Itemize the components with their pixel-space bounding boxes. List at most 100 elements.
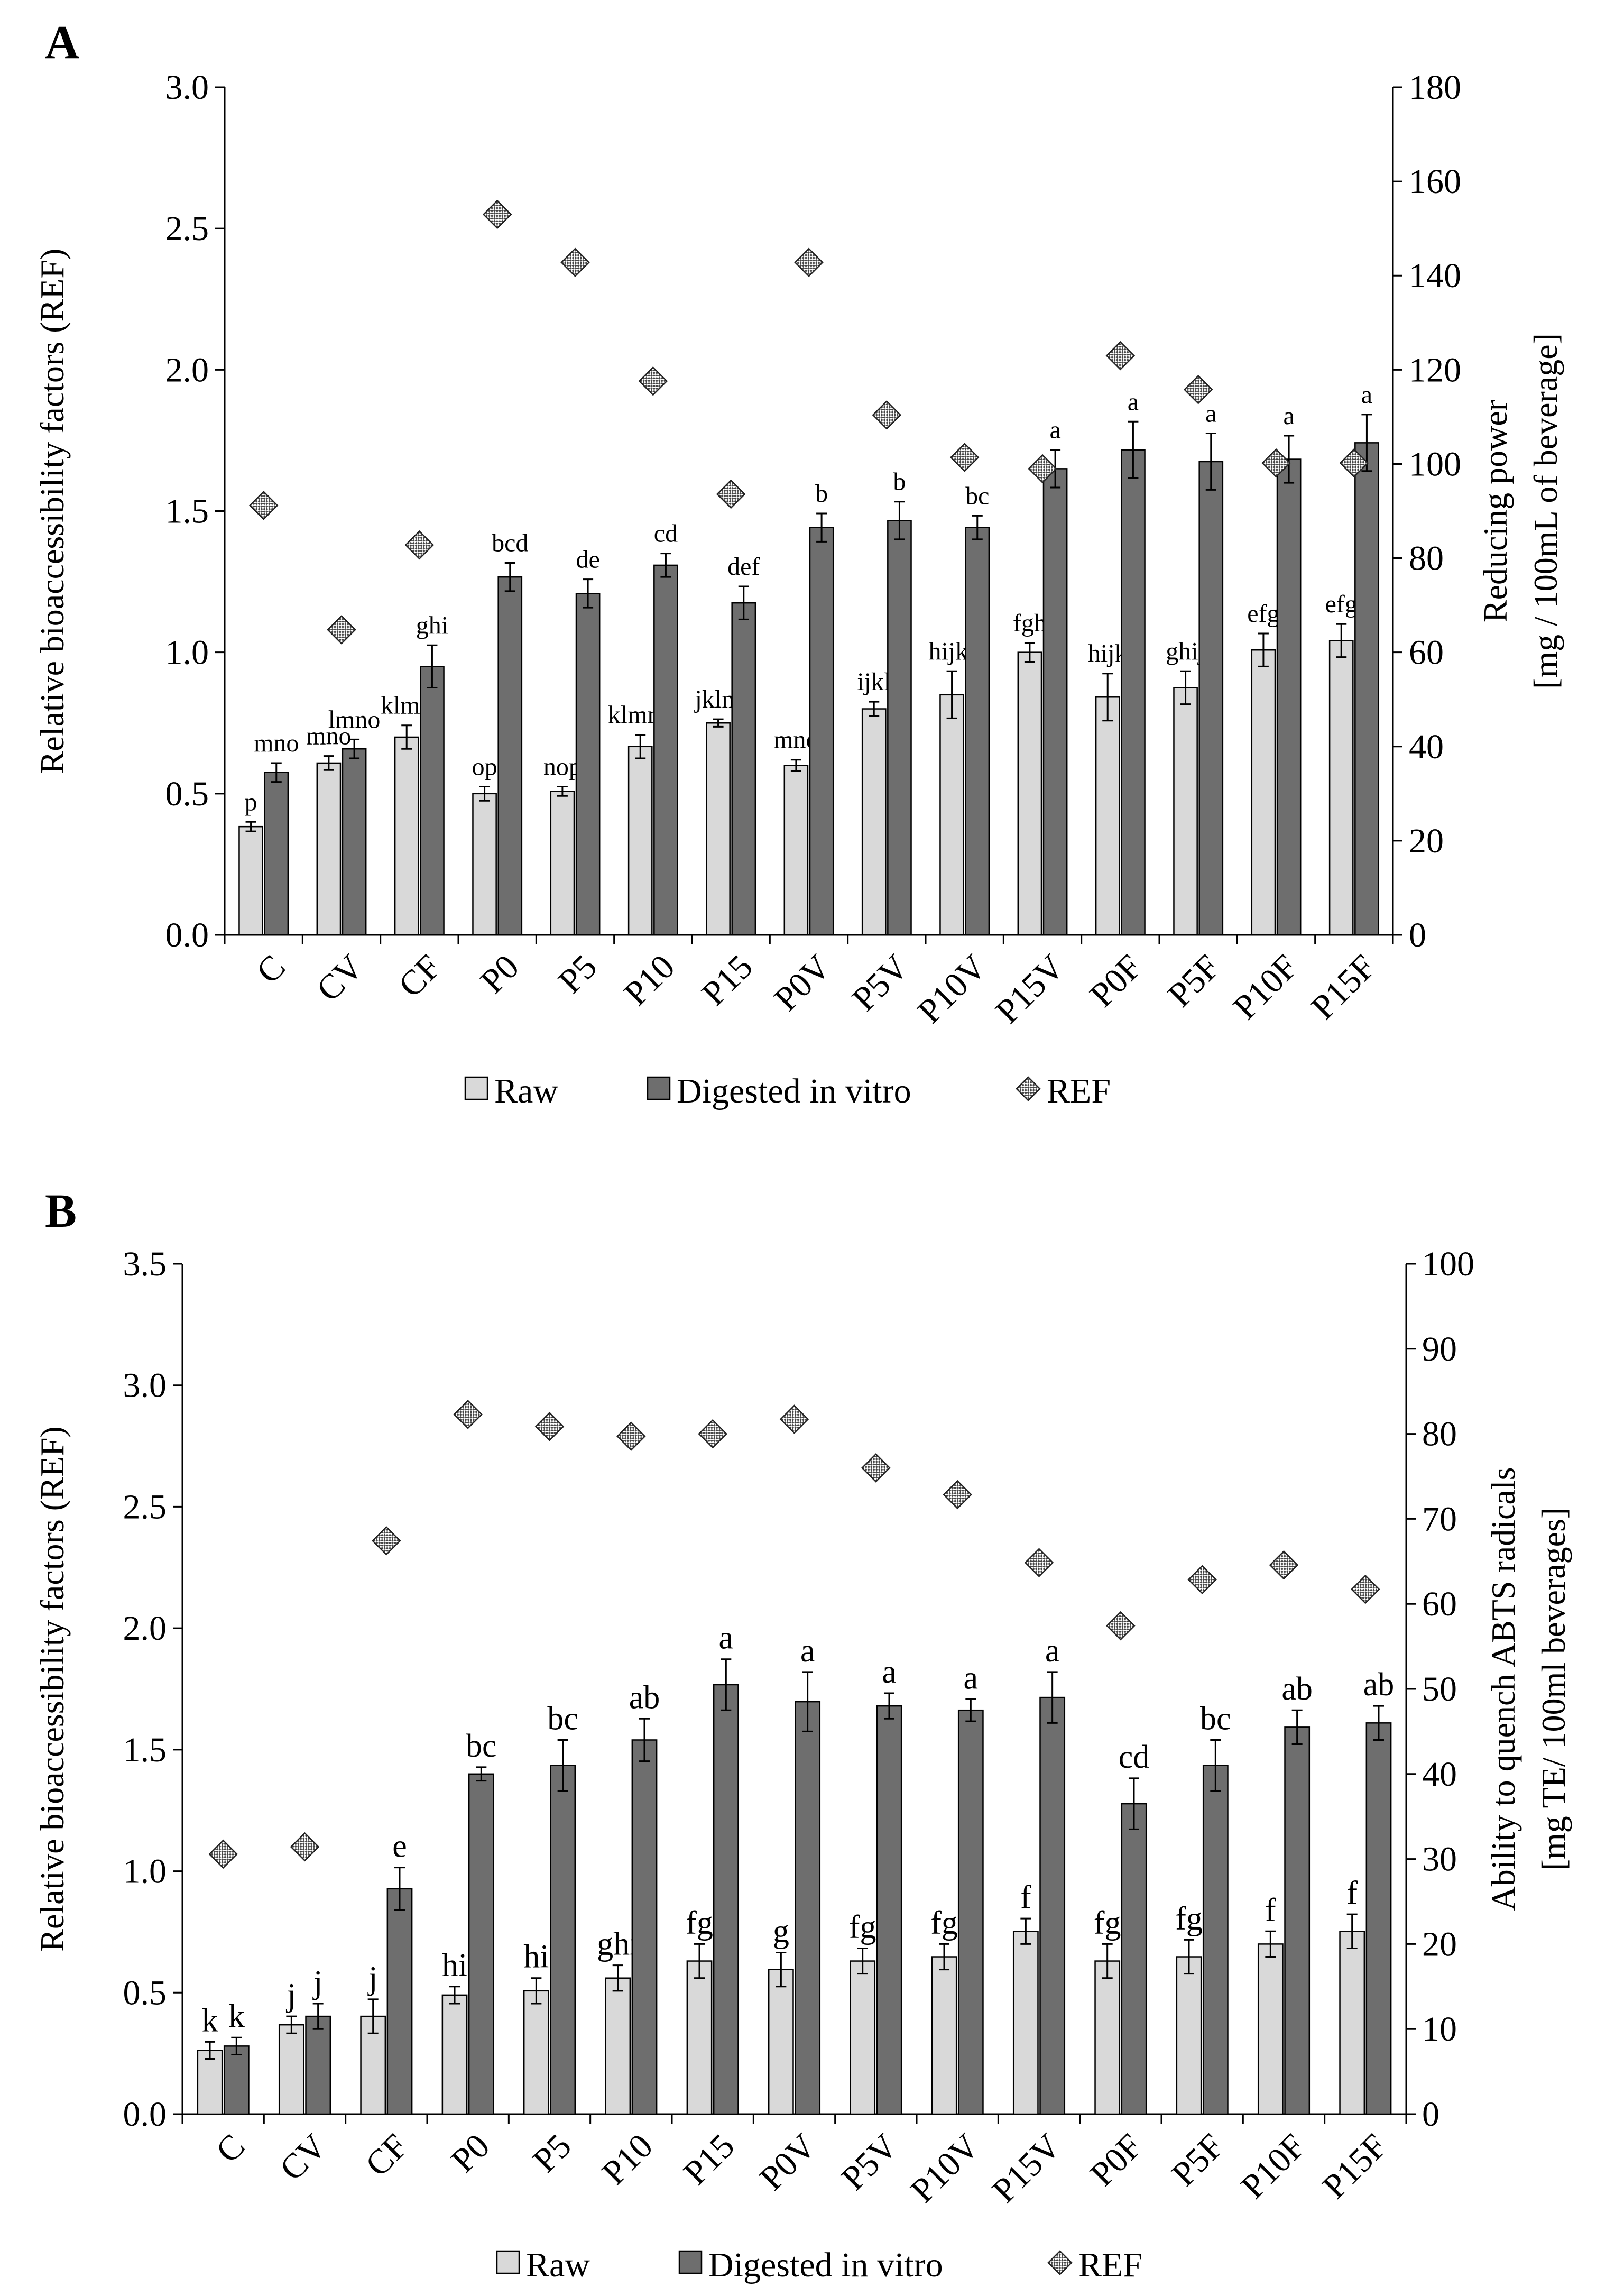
legend-label-digested: Digested in vitro [708,2246,943,2284]
error-bar-digested [965,1698,976,1722]
error-bar-raw [939,1943,950,1971]
ref-marker [943,1480,972,1510]
ref-marker [1024,1548,1054,1577]
bar-raw [1257,1943,1284,2115]
error-bar-raw [479,785,490,802]
data-label-raw: fg [1094,1905,1121,1941]
left-tick-label: 0.5 [165,775,209,813]
bar-raw [1094,1960,1121,2115]
ref-marker [453,1400,483,1429]
legend-swatch-raw [496,2250,520,2274]
data-label-digested: a [719,1620,734,1656]
bar-digested [223,2045,250,2115]
bar-raw [939,694,964,936]
error-bar-digested [802,1671,813,1732]
x-tick-label: P0V [752,2127,824,2198]
data-label-digested: cd [1119,1739,1150,1775]
left-tick-label: 2.0 [123,1609,167,1648]
error-bar-digested [427,644,438,688]
legend-swatch-digested [647,1076,671,1100]
bar-raw [316,762,342,936]
bar-raw [278,2024,304,2115]
ref-marker [372,1526,401,1556]
bar-raw [523,1990,549,2115]
data-label-digested: e [392,1829,407,1865]
ref-marker [1105,341,1136,371]
error-bar-digested [721,1658,732,1711]
error-bar-raw [1024,642,1035,663]
error-bar-digested [1210,1739,1221,1792]
x-tick-label: P5 [551,948,604,1001]
bar-digested [305,2015,331,2115]
error-bar-digested [1373,1705,1384,1741]
data-label-digested: ab [1281,1671,1313,1707]
data-label-raw: ijkl [857,668,891,696]
bar-raw [1251,649,1276,936]
x-tick-label: CF [358,2127,416,2184]
x-tick-label: P0F [1083,948,1150,1015]
data-label-digested: a [1128,388,1139,416]
legend-swatch-ref [1016,1076,1041,1101]
right-tick-label: 60 [1422,1585,1457,1623]
ref-marker [861,1453,891,1483]
bar-raw [706,722,731,936]
error-bar-raw [1020,1917,1031,1945]
data-label-raw: fgh [1013,609,1047,637]
panel-a-chart: A 0.0 0.5 1.0 1.5 2.0 2.5 3.0 0 20 40 60 80 100 120 140… [33,16,1564,1110]
ref-marker [1187,1565,1217,1595]
error-bar-digested [476,1766,487,1782]
bar-digested [1276,458,1302,936]
bar-raw [1012,1931,1039,2115]
data-label-digested: bcd [492,529,528,557]
bar-raw [1328,640,1354,936]
data-label-digested: a [964,1660,979,1696]
ref-marker [404,530,435,560]
error-bar-raw [367,1998,379,2034]
right-axis-title: [mg / 100mL of beverage] [1527,333,1564,689]
data-label-digested: bc [466,1728,497,1764]
right-tick-label: 90 [1422,1330,1457,1369]
bar-digested [1284,1726,1311,2115]
right-tick-label: 80 [1422,1415,1457,1454]
bar-raw [550,791,575,936]
right-tick-label: 60 [1409,633,1444,672]
bar-raw [768,1969,794,2115]
bar-digested [631,1739,658,2115]
data-label-digested: a [1045,1633,1060,1669]
data-label-raw: fg [849,1909,876,1945]
bar-digested [1354,442,1379,936]
bar-digested [420,666,445,936]
ref-marker [794,247,824,278]
ref-marker [1183,374,1213,405]
bar-digested [887,520,912,936]
error-bar-raw [205,2041,216,2060]
x-tick-label: P10 [616,948,682,1013]
right-tick-label: 70 [1422,1500,1457,1538]
data-label-digested: mno [254,729,299,757]
right-tick-label: 0 [1409,916,1426,954]
error-bar-raw [790,759,801,772]
ref-marker [482,199,512,229]
bar-digested [1198,461,1224,936]
data-label-digested: b [815,480,828,508]
left-tick-label: 2.0 [165,351,209,389]
data-label-digested: ab [629,1679,660,1715]
error-bar-digested [1047,1671,1058,1724]
bar-raw [1339,1931,1365,2115]
data-label-raw: k [202,2003,218,2038]
data-label-digested: a [1049,416,1060,444]
error-bar-raw [946,670,957,719]
bar-raw [1017,651,1042,936]
ref-marker [1339,448,1369,478]
ref-marker [716,479,746,509]
x-tick-label: P5F [1165,2127,1232,2194]
left-tick-label: 0.0 [165,916,209,954]
data-label-raw: f [1346,1875,1358,1911]
bar-digested [264,772,289,936]
right-tick-label: 20 [1422,1925,1457,1963]
ref-marker [327,615,356,645]
bar-digested [342,748,367,936]
data-label-digested: a [1283,402,1294,430]
error-bar-raw [531,1977,542,2005]
left-tick-label: 1.5 [165,492,209,531]
